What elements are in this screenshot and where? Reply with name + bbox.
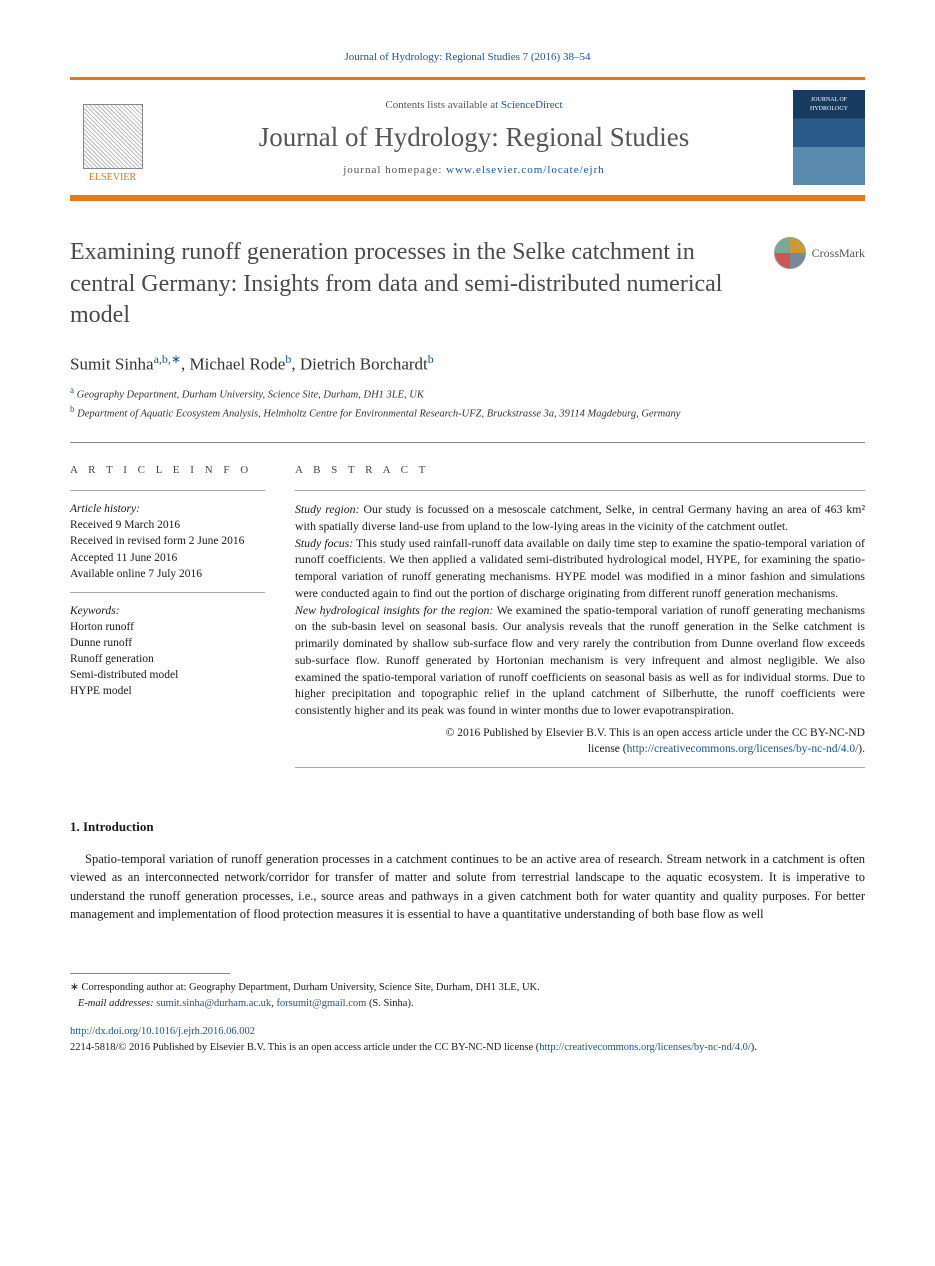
keywords-label: Keywords: <box>70 603 265 619</box>
history-item: Received 9 March 2016 <box>70 517 265 533</box>
homepage-prefix: journal homepage: <box>343 164 446 176</box>
header-center: Contents lists available at ScienceDirec… <box>169 98 779 179</box>
corr-text: Corresponding author at: Geography Depar… <box>79 982 540 993</box>
email-link-1[interactable]: sumit.sinha@durham.ac.uk <box>156 998 271 1009</box>
abstract-p3: We examined the spatio-temporal variatio… <box>295 603 865 718</box>
license-url[interactable]: http://creativecommons.org/licenses/by-n… <box>539 1042 751 1053</box>
copyright-suffix: ). <box>858 743 865 755</box>
abstract-lead-3: New hydrological insights for the region… <box>295 603 493 617</box>
affiliation-b: b Department of Aquatic Ecosystem Analys… <box>70 403 865 422</box>
email-label: E-mail addresses: <box>78 998 156 1009</box>
license-suffix: ). <box>751 1042 757 1053</box>
abstract-body: Study region: Our study is focussed on a… <box>295 501 865 719</box>
email-footnote: E-mail addresses: sumit.sinha@durham.ac.… <box>70 996 865 1012</box>
email-suffix: (S. Sinha). <box>366 998 413 1009</box>
doi-link[interactable]: http://dx.doi.org/10.1016/j.ejrh.2016.06… <box>70 1025 865 1040</box>
corr-marker: ∗ <box>70 982 79 993</box>
affiliation-a: a Geography Department, Durham Universit… <box>70 384 865 403</box>
abstract-p1: Our study is focussed on a mesoscale cat… <box>295 502 865 533</box>
thin-divider <box>295 490 865 491</box>
author-3: Dietrich Borchardt <box>300 355 428 374</box>
paper-title: Examining runoff generation processes in… <box>70 237 774 331</box>
homepage-line: journal homepage: www.elsevier.com/locat… <box>169 163 779 178</box>
copyright-prefix: license ( <box>588 743 627 755</box>
history-label: Article history: <box>70 501 265 517</box>
license-link[interactable]: http://creativecommons.org/licenses/by-n… <box>627 743 859 755</box>
abstract-column: A B S T R A C T Study region: Our study … <box>295 463 865 778</box>
publisher-name: ELSEVIER <box>89 171 136 185</box>
abstract-copyright: © 2016 Published by Elsevier B.V. This i… <box>295 725 865 757</box>
abstract-lead-2: Study focus: <box>295 536 353 550</box>
abstract-p2: This study used rainfall-runoff data ava… <box>295 536 865 600</box>
history-item: Received in revised form 2 June 2016 <box>70 533 265 549</box>
divider <box>70 442 865 443</box>
author-sep: , <box>181 355 190 374</box>
sciencedirect-link[interactable]: ScienceDirect <box>501 99 563 111</box>
journal-cover-thumbnail: JOURNAL OF HYDROLOGY <box>793 90 865 185</box>
email-link-2[interactable]: forsumit@gmail.com <box>276 998 366 1009</box>
abstract-heading: A B S T R A C T <box>295 463 865 478</box>
info-abstract-row: A R T I C L E I N F O Article history: R… <box>70 463 865 778</box>
title-block: Examining runoff generation processes in… <box>70 237 865 331</box>
keyword: Horton runoff <box>70 619 265 635</box>
contents-available-line: Contents lists available at ScienceDirec… <box>169 98 779 113</box>
citation-line: Journal of Hydrology: Regional Studies 7… <box>70 50 865 65</box>
article-info-heading: A R T I C L E I N F O <box>70 463 265 478</box>
abstract-lead-1: Study region: <box>295 502 360 516</box>
affiliations: a Geography Department, Durham Universit… <box>70 384 865 421</box>
intro-heading: 1. Introduction <box>70 818 865 836</box>
journal-title: Journal of Hydrology: Regional Studies <box>169 121 779 155</box>
history-item: Available online 7 July 2016 <box>70 566 265 582</box>
homepage-link[interactable]: www.elsevier.com/locate/ejrh <box>446 164 605 176</box>
corresponding-author-footnote: ∗ Corresponding author at: Geography Dep… <box>70 980 865 996</box>
keyword: Runoff generation <box>70 651 265 667</box>
author-1-corr: ∗ <box>171 352 181 366</box>
author-2: Michael Rode <box>190 355 286 374</box>
journal-header: ELSEVIER Contents lists available at Sci… <box>70 77 865 201</box>
author-1-affil: a,b, <box>154 352 171 366</box>
article-info-column: A R T I C L E I N F O Article history: R… <box>70 463 265 778</box>
author-sep: , <box>291 355 300 374</box>
author-list: Sumit Sinhaa,b,∗, Michael Rode b, Dietric… <box>70 351 865 376</box>
crossmark-label: CrossMark <box>812 245 865 262</box>
elsevier-tree-icon <box>83 104 143 169</box>
copyright-line-1: © 2016 Published by Elsevier B.V. This i… <box>446 727 865 739</box>
history-item: Accepted 11 June 2016 <box>70 550 265 566</box>
publisher-logo: ELSEVIER <box>70 90 155 185</box>
author-3-affil: b <box>428 352 434 366</box>
crossmark-badge[interactable]: CrossMark <box>774 237 865 269</box>
thin-divider <box>70 490 265 491</box>
license-prefix: 2214-5818/© 2016 Published by Elsevier B… <box>70 1042 539 1053</box>
footnote-rule <box>70 973 230 974</box>
keyword: Semi-distributed model <box>70 667 265 683</box>
license-footer: 2214-5818/© 2016 Published by Elsevier B… <box>70 1040 865 1055</box>
thin-divider <box>295 767 865 768</box>
contents-prefix: Contents lists available at <box>385 99 500 111</box>
keyword: HYPE model <box>70 683 265 699</box>
crossmark-icon <box>774 237 806 269</box>
author-1: Sumit Sinha <box>70 355 154 374</box>
thin-divider <box>70 592 265 593</box>
keyword: Dunne runoff <box>70 635 265 651</box>
intro-paragraph: Spatio-temporal variation of runoff gene… <box>70 850 865 923</box>
